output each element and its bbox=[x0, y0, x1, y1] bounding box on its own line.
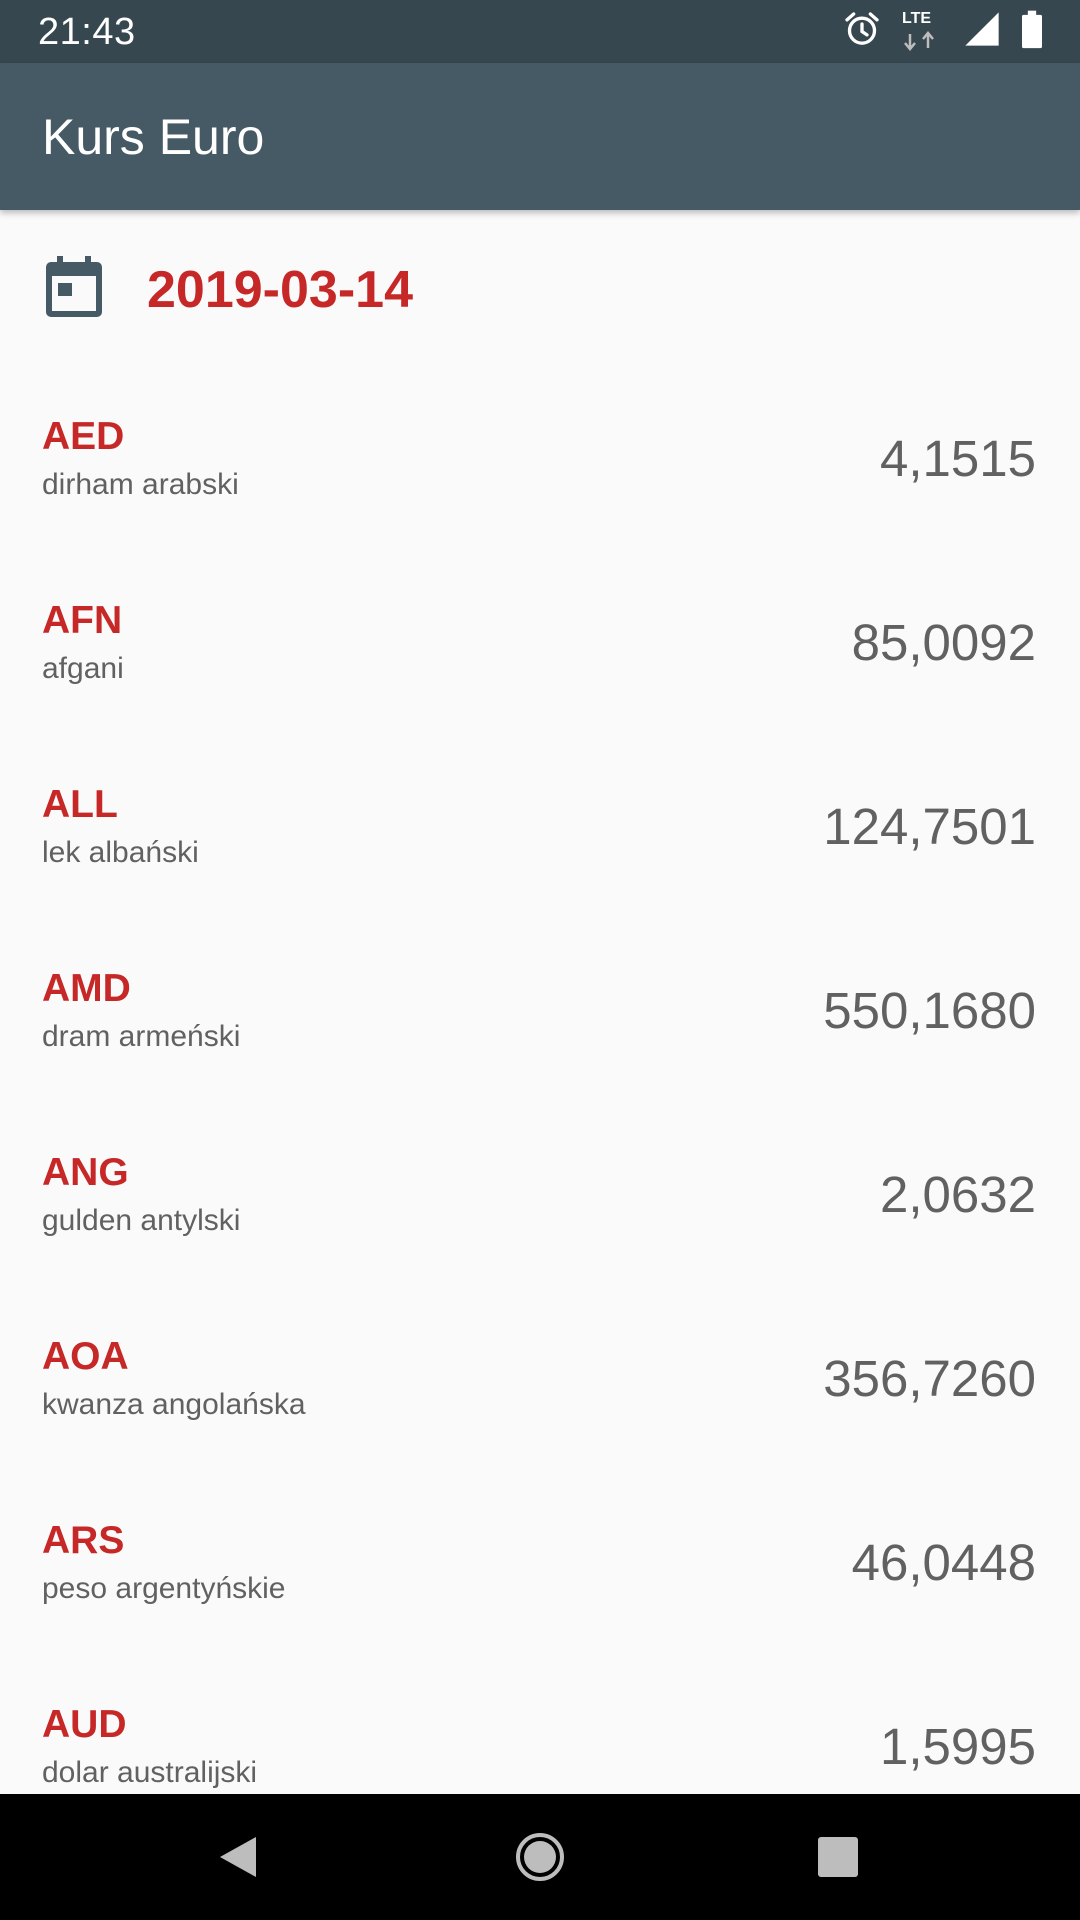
currency-name: dram armeński bbox=[42, 1020, 241, 1053]
navigation-bar bbox=[0, 1794, 1080, 1920]
list-item[interactable]: ARS peso argentyńskie 46,0448 bbox=[0, 1475, 1080, 1659]
exchange-rate: 356,7260 bbox=[823, 1350, 1036, 1407]
exchange-rate: 550,1680 bbox=[823, 982, 1036, 1039]
currency-code: AOA bbox=[42, 1335, 129, 1378]
exchange-rate: 46,0448 bbox=[851, 1534, 1036, 1591]
currency-name: afgani bbox=[42, 652, 124, 685]
exchange-rate: 85,0092 bbox=[851, 614, 1036, 671]
currency-name: dolar australijski bbox=[42, 1756, 258, 1789]
date-selector[interactable]: 2019-03-14 bbox=[0, 210, 1080, 370]
currency-name: peso argentyńskie bbox=[42, 1572, 286, 1605]
currency-code: AUD bbox=[42, 1703, 127, 1746]
currency-name: kwanza angolańska bbox=[42, 1388, 306, 1421]
currency-name: lek albański bbox=[42, 836, 199, 869]
list-item[interactable]: AUD dolar australijski 1,5995 bbox=[0, 1659, 1080, 1794]
list-item[interactable]: AFN afgani 85,0092 bbox=[0, 555, 1080, 739]
status-bar: 21:43 LTE bbox=[0, 0, 1080, 63]
currency-code: AFN bbox=[42, 599, 123, 642]
currency-code: AMD bbox=[42, 967, 131, 1010]
back-icon[interactable] bbox=[205, 1824, 271, 1890]
currency-name: gulden antylski bbox=[42, 1204, 241, 1237]
exchange-rate: 1,5995 bbox=[880, 1718, 1036, 1775]
list-item[interactable]: AED dirham arabski 4,1515 bbox=[0, 371, 1080, 555]
app-title: Kurs Euro bbox=[42, 109, 265, 165]
recents-icon[interactable] bbox=[805, 1824, 871, 1890]
currency-code: ALL bbox=[42, 783, 118, 826]
lte-data-icon: LTE bbox=[900, 10, 944, 54]
signal-icon bbox=[962, 9, 1002, 54]
list-item[interactable]: AOA kwanza angolańska 356,7260 bbox=[0, 1291, 1080, 1475]
status-icons: LTE bbox=[824, 0, 1044, 63]
status-time: 21:43 bbox=[38, 11, 136, 53]
exchange-rate: 4,1515 bbox=[880, 430, 1036, 487]
currency-code: ANG bbox=[42, 1151, 129, 1194]
app-bar: Kurs Euro bbox=[0, 63, 1080, 210]
list-item[interactable]: AMD dram armeński 550,1680 bbox=[0, 923, 1080, 1107]
currency-code: AED bbox=[42, 415, 125, 458]
lte-label: LTE bbox=[902, 9, 932, 27]
list-item[interactable]: ANG gulden antylski 2,0632 bbox=[0, 1107, 1080, 1291]
currency-name: dirham arabski bbox=[42, 468, 239, 501]
battery-icon bbox=[1020, 9, 1044, 54]
calendar-icon[interactable] bbox=[44, 256, 104, 318]
exchange-rate: 2,0632 bbox=[880, 1166, 1036, 1223]
exchange-rate: 124,7501 bbox=[823, 798, 1036, 855]
currency-code: ARS bbox=[42, 1519, 125, 1562]
rates-list[interactable]: AED dirham arabski 4,1515 AFN afgani 85,… bbox=[0, 371, 1080, 1794]
list-item[interactable]: ALL lek albański 124,7501 bbox=[0, 739, 1080, 923]
home-icon[interactable] bbox=[507, 1824, 573, 1890]
selected-date[interactable]: 2019-03-14 bbox=[147, 261, 413, 319]
alarm-icon bbox=[842, 9, 882, 54]
